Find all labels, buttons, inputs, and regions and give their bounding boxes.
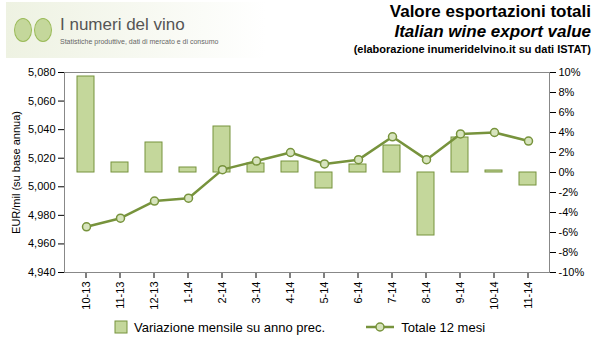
svg-text:5,020: 5,020	[28, 152, 56, 164]
svg-text:3-14: 3-14	[250, 282, 262, 304]
svg-text:6%: 6%	[559, 106, 575, 118]
svg-text:-2%: -2%	[559, 186, 579, 198]
svg-text:8%: 8%	[559, 86, 575, 98]
svg-text:12-13: 12-13	[148, 282, 160, 310]
svg-text:4,980: 4,980	[28, 209, 56, 221]
svg-text:10%: 10%	[559, 66, 581, 78]
svg-text:-8%: -8%	[559, 246, 579, 258]
html-text:(elaborazione inumeridelvino.i: (elaborazione inumeridelvino.it su dati …	[353, 43, 591, 55]
svg-text:5,060: 5,060	[28, 95, 56, 107]
html-text:Italian wine export value: Italian wine export value	[394, 22, 591, 41]
svg-text:5,080: 5,080	[28, 66, 56, 78]
svg-text:0%: 0%	[559, 166, 575, 178]
html-text:Statistiche produttive, dati d: Statistiche produttive, dati di mercato …	[60, 38, 219, 45]
svg-text:7-14: 7-14	[386, 282, 398, 304]
svg-text:8-14: 8-14	[420, 282, 432, 304]
svg-text:5-14: 5-14	[318, 282, 330, 304]
svg-text:1-14: 1-14	[182, 282, 194, 304]
svg-text:4,960: 4,960	[28, 237, 56, 249]
svg-text:4,940: 4,940	[28, 266, 56, 278]
svg-text:11-13: 11-13	[114, 282, 126, 309]
svg-text:6-14: 6-14	[352, 282, 364, 304]
svg-text:9-14: 9-14	[454, 282, 466, 304]
svg-text:2-14: 2-14	[216, 282, 228, 304]
svg-text:4%: 4%	[559, 126, 575, 138]
svg-text:5,040: 5,040	[28, 123, 56, 135]
svg-text:4-14: 4-14	[284, 282, 296, 304]
html-text:Variazione mensile su anno pre: Variazione mensile su anno prec.	[134, 319, 326, 335]
svg-text:EUR/mil (su base annua): EUR/mil (su base annua)	[10, 111, 22, 234]
svg-text:-6%: -6%	[559, 226, 579, 238]
svg-text:11-14: 11-14	[522, 282, 534, 309]
svg-text:5,000: 5,000	[28, 180, 56, 192]
html-text:Valore esportazioni totali: Valore esportazioni totali	[389, 2, 591, 21]
html-text:Totale 12 mesi: Totale 12 mesi	[401, 319, 485, 335]
svg-text:-4%: -4%	[559, 206, 579, 218]
svg-text:2%: 2%	[559, 146, 575, 158]
html-text:I numeri del vino: I numeri del vino	[60, 15, 185, 34]
svg-text:10-13: 10-13	[80, 282, 92, 310]
svg-text:10-14: 10-14	[488, 282, 500, 310]
svg-text:-10%: -10%	[559, 266, 585, 278]
